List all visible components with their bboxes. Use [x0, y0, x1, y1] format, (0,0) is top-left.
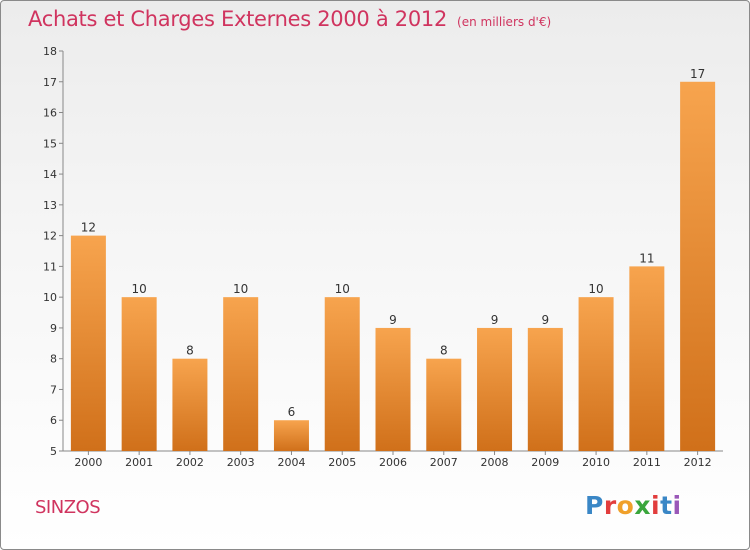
x-tick-label: 2007	[430, 456, 458, 469]
logo-letter: i	[672, 491, 682, 520]
bar-value-label: 10	[588, 282, 603, 296]
x-tick-label: 2003	[227, 456, 255, 469]
bar-value-label: 12	[81, 221, 96, 235]
y-tick-label: 17	[43, 76, 57, 89]
bar	[527, 327, 563, 451]
x-tick-label: 2000	[74, 456, 102, 469]
x-tick-label: 2005	[328, 456, 356, 469]
x-tick-label: 2001	[125, 456, 153, 469]
x-tick-label: 2002	[176, 456, 204, 469]
y-tick-label: 6	[50, 414, 57, 427]
bar	[578, 297, 614, 451]
chart-unit: (en milliers d'€)	[457, 15, 552, 29]
bar	[273, 420, 309, 451]
bar	[172, 358, 208, 451]
bar-value-label: 9	[541, 313, 549, 327]
bar	[70, 235, 106, 451]
x-tick-label: 2004	[277, 456, 305, 469]
y-tick-label: 11	[43, 260, 57, 273]
y-tick-label: 8	[50, 353, 57, 366]
x-tick-label: 2011	[633, 456, 661, 469]
bar	[223, 297, 259, 451]
x-tick-label: 2012	[684, 456, 712, 469]
y-tick-label: 15	[43, 137, 57, 150]
bar-value-label: 10	[335, 282, 350, 296]
bar-value-label: 8	[440, 344, 448, 358]
bar-value-label: 6	[288, 405, 296, 419]
bar	[375, 327, 411, 451]
bar-value-label: 10	[132, 282, 147, 296]
bar-value-label: 9	[491, 313, 499, 327]
x-tick-label: 2010	[582, 456, 610, 469]
commune-name: SINZOS	[35, 497, 101, 518]
y-tick-label: 16	[43, 107, 57, 120]
bar	[477, 327, 513, 451]
bar-value-label: 8	[186, 344, 194, 358]
bar-value-label: 9	[389, 313, 397, 327]
proxiti-logo: Proxiti	[585, 491, 682, 520]
bar	[629, 266, 665, 451]
y-tick-label: 9	[50, 322, 57, 335]
y-tick-label: 18	[43, 45, 57, 58]
logo-letter: t	[660, 491, 673, 520]
x-tick-label: 2009	[531, 456, 559, 469]
bar-value-label: 17	[690, 67, 705, 81]
bar-value-label: 11	[639, 251, 654, 265]
bar-value-label: 10	[233, 282, 248, 296]
y-tick-label: 10	[43, 291, 57, 304]
chart-title-text: Achats et Charges Externes 2000 à 2012	[28, 7, 448, 31]
y-tick-label: 7	[50, 383, 57, 396]
y-tick-label: 13	[43, 199, 57, 212]
logo-letter: i	[651, 491, 661, 520]
logo-letter: r	[603, 491, 617, 520]
x-tick-label: 2006	[379, 456, 407, 469]
bar	[426, 358, 462, 451]
logo-letter: x	[634, 491, 651, 520]
x-tick-label: 2008	[481, 456, 509, 469]
bar	[680, 81, 716, 452]
logo-letter: P	[585, 491, 604, 520]
bar	[324, 297, 360, 451]
y-tick-label: 14	[43, 168, 57, 181]
bar	[121, 297, 157, 451]
chart-title: Achats et Charges Externes 2000 à 2012 (e…	[28, 7, 551, 31]
y-tick-label: 5	[50, 445, 57, 458]
logo-letter: o	[616, 491, 635, 520]
y-tick-label: 12	[43, 230, 57, 243]
